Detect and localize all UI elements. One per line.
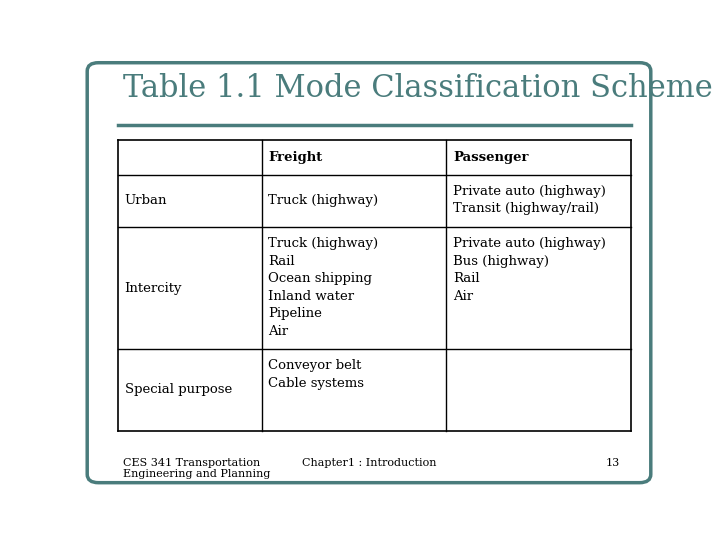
Text: Table 1.1 Mode Classification Scheme: Table 1.1 Mode Classification Scheme (124, 73, 714, 104)
Text: Truck (highway): Truck (highway) (269, 237, 379, 250)
Text: CES 341 Transportation
Engineering and Planning: CES 341 Transportation Engineering and P… (124, 458, 271, 480)
Text: Inland water: Inland water (269, 289, 354, 302)
Text: 13: 13 (606, 458, 620, 468)
Text: Passenger: Passenger (453, 151, 528, 164)
Text: Truck (highway): Truck (highway) (269, 194, 379, 207)
Text: Urban: Urban (125, 194, 167, 207)
Text: Rail: Rail (269, 255, 295, 268)
Text: Ocean shipping: Ocean shipping (269, 272, 372, 285)
Text: Private auto (highway): Private auto (highway) (453, 185, 606, 198)
Text: Air: Air (269, 325, 289, 338)
Text: Chapter1 : Introduction: Chapter1 : Introduction (302, 458, 436, 468)
Text: Air: Air (453, 289, 473, 302)
Text: Conveyor belt: Conveyor belt (269, 360, 361, 373)
Text: Cable systems: Cable systems (269, 377, 364, 390)
Text: Private auto (highway): Private auto (highway) (453, 237, 606, 250)
Text: Intercity: Intercity (125, 281, 182, 295)
Text: Transit (highway/rail): Transit (highway/rail) (453, 202, 599, 215)
FancyBboxPatch shape (87, 63, 651, 483)
Text: Bus (highway): Bus (highway) (453, 255, 549, 268)
Text: Freight: Freight (269, 151, 323, 164)
Text: Special purpose: Special purpose (125, 383, 232, 396)
Text: Rail: Rail (453, 272, 480, 285)
Text: Pipeline: Pipeline (269, 307, 323, 320)
